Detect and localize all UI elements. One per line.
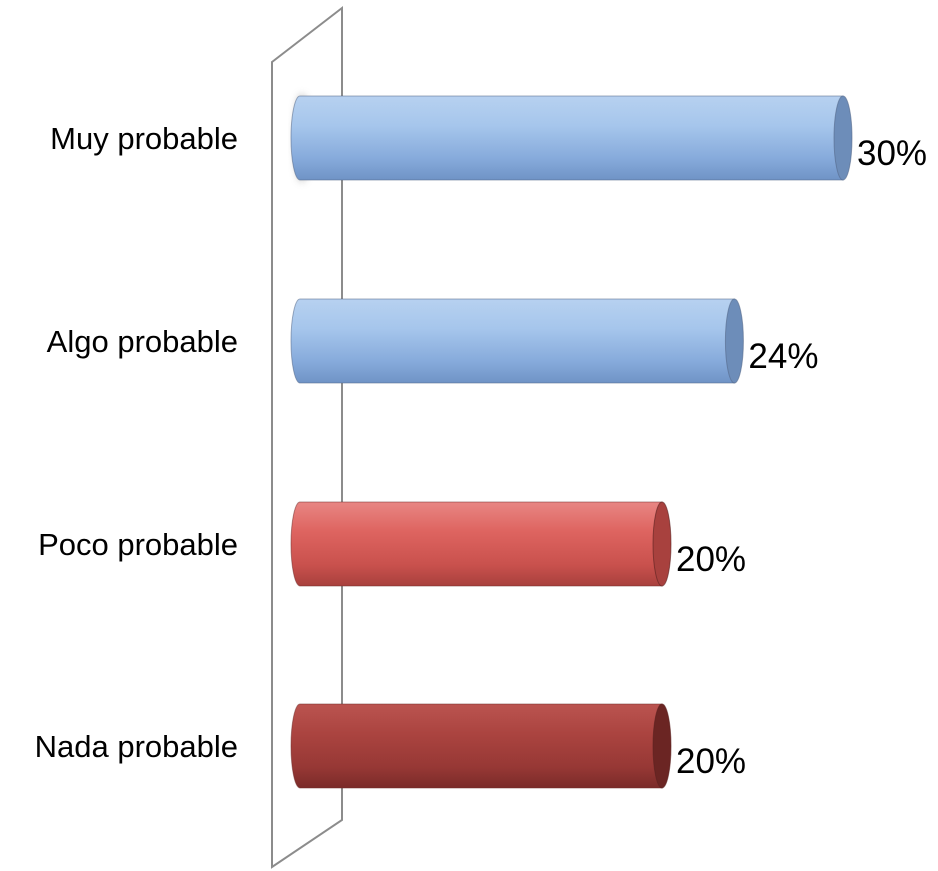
data-label: 20% [676,742,746,781]
category-label: Algo probable [47,324,238,359]
bar [290,703,672,789]
data-label: 24% [748,337,818,376]
bar-body [290,501,663,587]
bar-body [290,298,735,384]
category-label: Poco probable [38,527,238,562]
value-labels: 30% 24% 20% 20% [676,134,927,781]
category-label: Muy probable [50,121,238,156]
data-label: 30% [857,134,927,173]
bar-end-cap [724,298,744,384]
bars-group [290,95,853,789]
bar-body [290,703,663,789]
bar-body [290,95,844,181]
bar [290,95,853,181]
bar-end-cap [652,703,672,789]
bar [290,501,672,587]
axis-wall [271,5,343,869]
bar-end-cap [652,501,672,587]
data-label: 20% [676,540,746,579]
category-labels: Muy probable Algo probable Poco probable Na… [35,121,238,764]
category-label: Nada probable [35,729,238,764]
bar [290,298,744,384]
bar-end-cap [833,95,853,181]
